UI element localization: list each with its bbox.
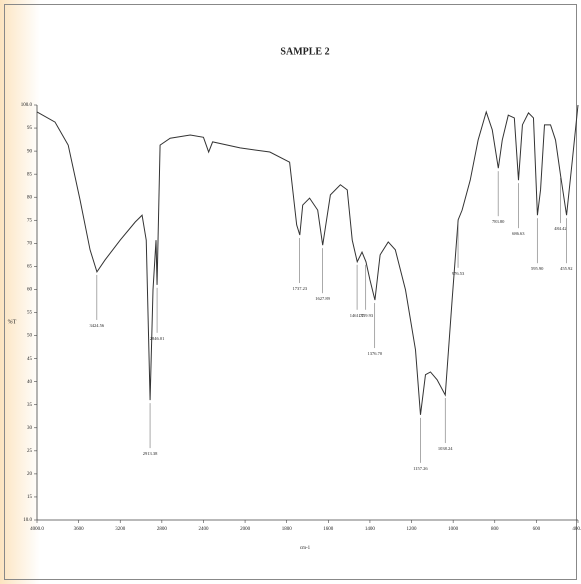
x-tick-label: 3200	[115, 527, 126, 532]
y-tick-label: 80	[27, 195, 33, 200]
peak-label: 484.42	[554, 226, 566, 231]
y-tick-label: 100.0	[21, 103, 33, 108]
y-tick-label: 20	[27, 472, 33, 477]
x-tick-label: 1400	[365, 527, 376, 532]
peak-label: 2913.38	[143, 451, 158, 456]
x-tick-label: 4000.0	[30, 527, 44, 532]
peak-label: 2846.01	[150, 336, 165, 341]
x-tick-label: 1600	[323, 527, 334, 532]
peak-label: 1737.23	[292, 286, 307, 291]
x-tick-label: 400.0	[572, 527, 581, 532]
peak-label: 783.80	[492, 219, 505, 224]
peak-label: 976.53	[452, 271, 465, 276]
x-tick-label: 800	[491, 527, 499, 532]
x-tick-label: 3600	[74, 527, 85, 532]
spectrum-line	[36, 104, 579, 415]
peak-label: 1038.24	[438, 446, 453, 451]
watermark	[0, 0, 40, 584]
chart-title: SAMPLE 2	[280, 46, 329, 57]
peak-label: 3424.56	[90, 323, 105, 328]
y-tick-label: 25	[27, 449, 33, 454]
peak-label: 1157.26	[413, 466, 428, 471]
x-tick-label: 2000	[240, 527, 251, 532]
peak-label: 1461.77	[350, 313, 365, 318]
peak-label: 1419.93	[358, 313, 373, 318]
x-axis-label: cm-1	[300, 546, 311, 551]
frame	[4, 4, 577, 580]
y-tick-label: 65	[27, 265, 33, 270]
y-tick-label: 90	[27, 149, 33, 154]
x-tick-label: 600	[533, 527, 541, 532]
y-tick-label: 85	[27, 172, 33, 177]
x-tick-label: 1000	[448, 527, 459, 532]
x-tick-label: 2800	[157, 527, 168, 532]
peak-label: 1627.89	[315, 296, 330, 301]
peak-label: 455.92	[560, 266, 572, 271]
y-tick-label: 95	[27, 126, 33, 131]
y-tick-label: 35	[27, 403, 33, 408]
x-tick-label: 1800	[282, 527, 293, 532]
x-tick-label: 2400	[198, 527, 209, 532]
peak-label: 1376.70	[367, 351, 382, 356]
y-tick-label: 50	[27, 334, 33, 339]
y-tick-label: 60	[27, 288, 33, 293]
peak-label: 595.90	[531, 266, 544, 271]
x-tick-label: 1200	[407, 527, 418, 532]
y-tick-label: 15	[27, 495, 33, 500]
y-tick-label: 70	[27, 241, 33, 246]
peak-label: 686.63	[512, 231, 525, 236]
y-tick-label: 10.0	[23, 518, 32, 523]
y-tick-label: 30	[27, 426, 33, 431]
y-tick-label: 40	[27, 380, 33, 385]
y-tick-label: 75	[27, 218, 33, 223]
y-tick-label: 45	[27, 357, 33, 362]
y-tick-label: 55	[27, 311, 33, 316]
y-axis-label: %T	[8, 319, 17, 325]
